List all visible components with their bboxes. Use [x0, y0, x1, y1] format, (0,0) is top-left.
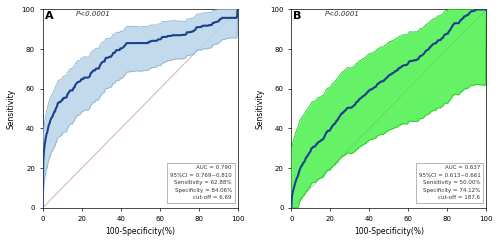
Y-axis label: Sensitivity: Sensitivity — [256, 88, 264, 129]
X-axis label: 100-Specificity(%): 100-Specificity(%) — [105, 227, 175, 236]
Text: P<0.0001: P<0.0001 — [324, 11, 360, 17]
Text: P<0.0001: P<0.0001 — [76, 11, 110, 17]
Y-axis label: Sensitivity: Sensitivity — [7, 88, 16, 129]
Text: AUC = 0.790
95%CI = 0.769~0.810
Sensitivity = 62.88%
Specificity = 84.06%
cut-of: AUC = 0.790 95%CI = 0.769~0.810 Sensitiv… — [170, 165, 232, 200]
Text: AUC = 0.637
95%CI = 0.613~0.661
Sensitivity = 50.00%
Specificity = 74.12%
cut-of: AUC = 0.637 95%CI = 0.613~0.661 Sensitiv… — [418, 165, 480, 200]
Text: A: A — [44, 11, 53, 21]
X-axis label: 100-Specificity(%): 100-Specificity(%) — [354, 227, 424, 236]
Text: B: B — [293, 11, 302, 21]
